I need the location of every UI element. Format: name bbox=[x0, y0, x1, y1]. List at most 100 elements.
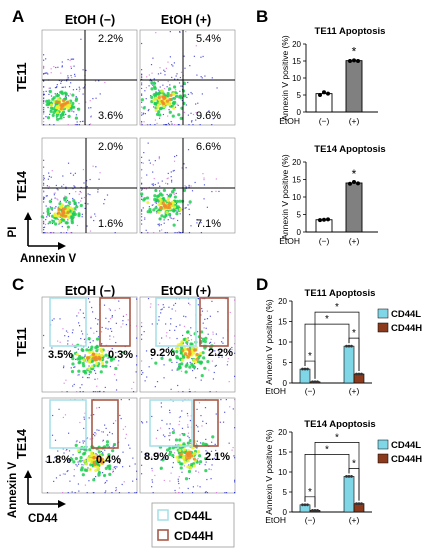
row-label-te14: TE14 bbox=[15, 429, 29, 459]
legend-swatch-cd44l bbox=[157, 509, 169, 521]
cell-dot bbox=[184, 477, 189, 481]
cell-dot bbox=[210, 478, 212, 480]
cell-dot bbox=[74, 492, 76, 494]
cell-dot bbox=[168, 427, 170, 430]
cell-dot bbox=[98, 391, 100, 393]
cell-dot bbox=[152, 98, 156, 102]
cell-dot bbox=[154, 206, 158, 210]
cell-dot bbox=[233, 455, 235, 457]
cell-dot bbox=[209, 341, 212, 344]
cell-dot bbox=[54, 439, 57, 441]
gate-cd44h bbox=[99, 297, 131, 347]
cell-dot bbox=[166, 124, 168, 126]
cell-dot bbox=[50, 198, 53, 200]
cell-dot bbox=[134, 492, 136, 494]
cell-dot bbox=[79, 456, 83, 460]
cell-dot bbox=[201, 310, 204, 312]
cell-dot bbox=[88, 377, 90, 379]
row-label-te14: TE14 bbox=[15, 171, 29, 201]
cell-dot bbox=[141, 370, 143, 372]
data-point bbox=[326, 91, 330, 96]
cell-dot bbox=[88, 365, 90, 367]
cell-dot bbox=[43, 91, 45, 93]
cell-dot bbox=[122, 466, 124, 468]
cell-dot bbox=[86, 361, 88, 363]
cell-dot bbox=[215, 492, 218, 494]
cell-dot bbox=[129, 447, 131, 449]
cell-dot bbox=[50, 232, 52, 234]
panel-c-letter: C bbox=[12, 275, 24, 294]
cell-dot bbox=[154, 386, 156, 388]
cell-dot bbox=[59, 116, 63, 120]
cell-dot bbox=[179, 466, 183, 470]
cell-dot bbox=[158, 319, 160, 321]
cell-dot bbox=[178, 124, 180, 126]
cell-dot bbox=[190, 442, 192, 444]
cell-dot bbox=[112, 445, 114, 447]
cell-dot bbox=[108, 446, 110, 448]
cell-dot bbox=[67, 109, 71, 113]
cell-dot bbox=[43, 65, 45, 67]
cell-dot bbox=[73, 185, 75, 187]
cell-dot bbox=[180, 71, 183, 73]
cell-dot bbox=[170, 120, 172, 123]
cell-dot bbox=[47, 99, 51, 103]
cell-dot bbox=[54, 456, 57, 458]
cell-dot bbox=[152, 93, 156, 97]
cell-dot bbox=[62, 473, 64, 475]
cell-dot bbox=[169, 329, 171, 331]
cell-dot bbox=[144, 218, 146, 220]
cell-dot bbox=[187, 114, 189, 116]
cell-dot bbox=[152, 81, 157, 86]
cell-dot bbox=[53, 194, 55, 196]
cell-dot bbox=[106, 194, 109, 196]
data-point bbox=[313, 509, 317, 512]
cell-dot bbox=[151, 456, 153, 458]
cell-dot bbox=[88, 370, 92, 374]
cell-dot bbox=[55, 184, 57, 187]
cell-dot bbox=[211, 300, 213, 302]
cell-dot bbox=[186, 362, 188, 364]
cell-dot bbox=[165, 67, 168, 69]
cell-dot bbox=[67, 219, 69, 221]
cell-dot bbox=[45, 90, 47, 92]
cell-dot bbox=[183, 325, 186, 328]
cell-dot bbox=[197, 426, 199, 428]
y-tick-label: 5 bbox=[283, 359, 288, 368]
cell-dot bbox=[179, 452, 183, 456]
cell-dot bbox=[191, 358, 193, 360]
cell-dot bbox=[168, 306, 170, 308]
cell-dot bbox=[166, 91, 170, 96]
cell-dot bbox=[71, 343, 74, 345]
cell-dot bbox=[207, 333, 209, 335]
cell-dot bbox=[67, 343, 69, 345]
cell-dot bbox=[229, 406, 231, 408]
cell-dot bbox=[203, 184, 206, 186]
cell-dot bbox=[231, 346, 233, 349]
cell-dot bbox=[141, 373, 143, 376]
cell-dot bbox=[46, 72, 48, 74]
cell-dot bbox=[82, 376, 84, 378]
cell-dot bbox=[143, 121, 145, 123]
cell-dot bbox=[74, 116, 79, 120]
cell-dot bbox=[195, 443, 197, 445]
axis-arrows-a bbox=[24, 212, 66, 250]
cell-dot bbox=[150, 87, 154, 91]
cell-dot bbox=[160, 224, 162, 226]
cell-dot bbox=[179, 90, 181, 92]
cell-dot bbox=[183, 460, 187, 464]
cell-dot bbox=[111, 315, 113, 317]
cell-dot bbox=[178, 438, 182, 442]
cell-dot bbox=[176, 73, 178, 75]
cell-dot bbox=[73, 201, 77, 205]
cell-dot bbox=[221, 341, 223, 343]
cell-dot bbox=[167, 61, 169, 63]
cell-dot bbox=[89, 230, 92, 232]
cell-dot bbox=[168, 446, 172, 450]
cell-dot bbox=[158, 201, 163, 206]
cell-dot bbox=[224, 492, 226, 494]
cell-dot bbox=[179, 213, 181, 215]
cell-dot bbox=[111, 348, 113, 350]
cell-dot bbox=[55, 206, 57, 208]
cell-dot bbox=[148, 85, 150, 87]
